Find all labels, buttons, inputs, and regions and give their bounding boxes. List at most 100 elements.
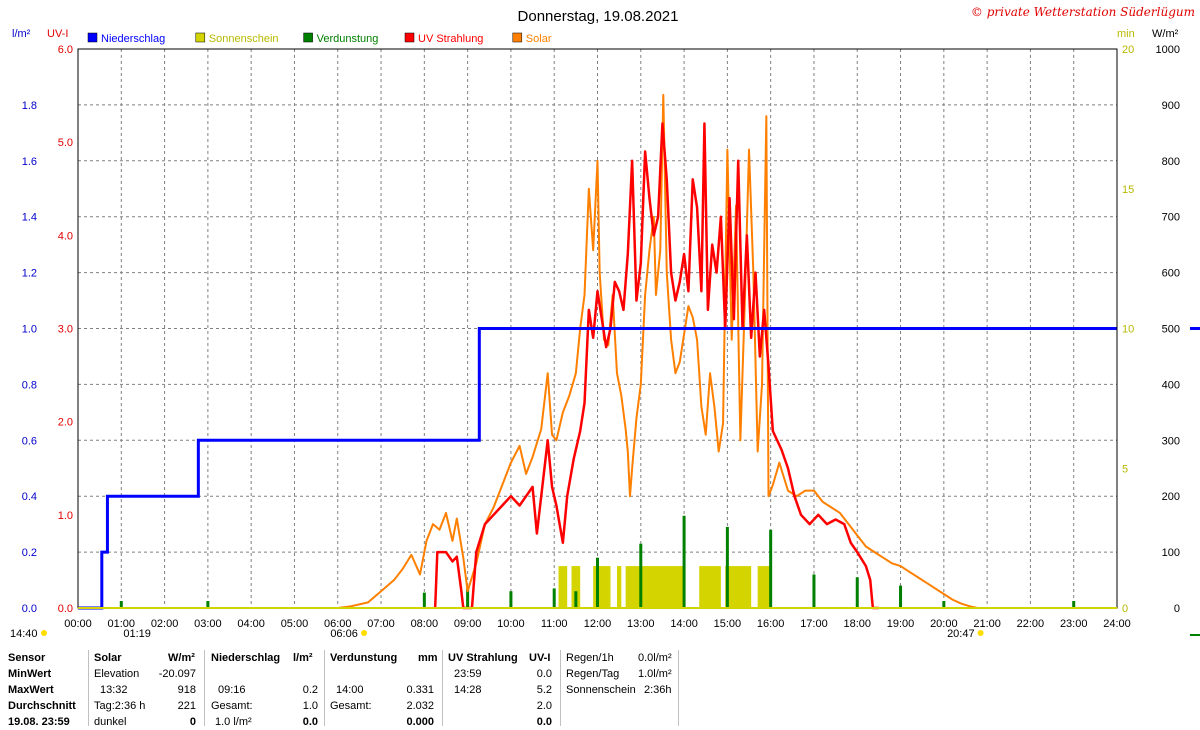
rain-day-label: Regen/Tag xyxy=(566,668,620,680)
row-label-now: 19.08. 23:59 xyxy=(8,716,70,728)
solar-tick-label: 1000 xyxy=(1156,44,1180,56)
evap-header: Verdunstung xyxy=(330,652,398,664)
legend-entry: Verdunstung xyxy=(317,33,379,45)
rain-day-value: 1.0l/m² xyxy=(638,668,672,680)
evaporation-bar xyxy=(942,601,946,608)
solar-unit: W/m² xyxy=(168,652,195,664)
x-tick-label: 01:00 xyxy=(108,618,136,630)
sunshine-bar xyxy=(616,566,622,608)
solar-avg-label: Tag:2:36 h xyxy=(94,700,146,712)
x-tick-label: 07:00 xyxy=(367,618,395,630)
solar-tick-label: 600 xyxy=(1162,268,1180,280)
evap-now-value: 0.000 xyxy=(406,716,434,728)
evaporation-bar xyxy=(206,601,210,608)
sun-marker-icon xyxy=(41,630,47,636)
solar-now-label: dunkel xyxy=(94,716,127,728)
x-tick-label: 11:00 xyxy=(541,618,568,630)
uv-max-value: 5.2 xyxy=(536,684,552,696)
solar-tick-label: 400 xyxy=(1162,379,1180,391)
time-marker-label: 06:06 xyxy=(330,628,358,640)
evaporation-bar xyxy=(812,574,816,608)
evaporation-bar xyxy=(422,592,426,608)
uv-axis-label: UV-I xyxy=(47,28,68,40)
precip-tick-label: 1.2 xyxy=(22,268,37,280)
precip-tick-label: 0.2 xyxy=(22,547,37,559)
uv-tick-label: 5.0 xyxy=(58,137,73,149)
sunshine-bar xyxy=(699,566,721,608)
precip-tick-label: 1.6 xyxy=(22,156,37,168)
line-layer xyxy=(78,93,1117,610)
x-tick-label: 03:00 xyxy=(194,618,222,630)
precip-avg-label: Gesamt: xyxy=(211,700,253,712)
rain-1h-value: 0.0l/m² xyxy=(638,652,672,664)
sunshine-bar xyxy=(558,566,568,608)
uv-min-time: 23:59 xyxy=(454,668,482,680)
precip-tick-label: 1.4 xyxy=(22,212,37,224)
precip-tick-label: 0.0 xyxy=(22,603,37,615)
x-tick-label: 09:00 xyxy=(454,618,482,630)
sunshine-bar xyxy=(725,566,752,608)
time-marker-label: 20:47 xyxy=(947,628,975,640)
evaporation-bar xyxy=(1072,601,1076,608)
sunshine-tick-label: 5 xyxy=(1122,463,1128,475)
time-marker-label: 14:40 xyxy=(10,628,38,640)
x-tick-label: 14:00 xyxy=(670,618,698,630)
x-tick-label: 19:00 xyxy=(887,618,915,630)
solar-min-label: Elevation xyxy=(94,668,140,680)
row-label-avg: Durchschnitt xyxy=(8,700,76,712)
precip-tick-label: 0.6 xyxy=(22,435,37,447)
axes-layer: 00:00 01:00 02:00 03:00 04:00 05:00 06:00 07:00… xyxy=(10,28,1200,640)
x-tick-label: 06:00 xyxy=(324,618,352,630)
uv-tick-label: 4.0 xyxy=(58,230,73,242)
precip-unit: l/m² xyxy=(293,652,313,664)
x-tick-label: 16:00 xyxy=(757,618,785,630)
solar-now-value: 0 xyxy=(189,716,196,728)
x-tick-label: 13:00 xyxy=(627,618,655,630)
x-tick-label: 08:00 xyxy=(411,618,439,630)
copyright-text: © private Wetterstation Süderlügum xyxy=(971,5,1195,19)
solar-tick-label: 0 xyxy=(1174,603,1180,615)
evaporation-bar xyxy=(899,585,903,608)
uv-tick-label: 3.0 xyxy=(58,324,73,336)
evap-unit: mm xyxy=(418,652,438,664)
uv-header: UV Strahlung xyxy=(448,652,518,664)
x-tick-label: 10:00 xyxy=(497,618,525,630)
sun-marker-icon xyxy=(361,630,368,636)
legend-swatch xyxy=(87,32,98,43)
row-label-sensor: Sensor xyxy=(8,652,46,664)
x-tick-label: 15:00 xyxy=(714,618,742,630)
uv-min-value: 0.0 xyxy=(536,668,552,680)
evaporation-bar xyxy=(596,557,599,608)
legend-entry: Niederschlag xyxy=(101,33,165,45)
sunshine-bar xyxy=(571,566,581,608)
x-tick-label: 05:00 xyxy=(281,618,309,630)
sunshine-bar xyxy=(593,566,611,608)
uv-tick-label: 0.0 xyxy=(58,603,73,615)
x-tick-label: 18:00 xyxy=(843,618,871,630)
precip-header: Niederschlag xyxy=(211,652,281,664)
time-marker-label: 01:19 xyxy=(123,628,151,640)
solar-avg-value: 221 xyxy=(177,700,196,712)
precip-tick-label: 1.8 xyxy=(22,100,37,112)
uv-max-time: 14:28 xyxy=(454,684,482,696)
precip-max-time: 09:16 xyxy=(218,684,246,696)
sunshine-value: 2:36h xyxy=(644,684,672,696)
legend-swatch xyxy=(303,32,313,43)
precip-axis-label: l/m² xyxy=(12,28,31,40)
sun-marker-icon xyxy=(977,630,984,636)
solar-max-value: 918 xyxy=(177,684,196,696)
precip-now-value: 0.0 xyxy=(302,716,318,728)
x-tick-label: 02:00 xyxy=(151,618,179,630)
uv-tick-label: 1.0 xyxy=(58,510,73,522)
x-tick-label: 22:00 xyxy=(1017,618,1045,630)
evap-avg-value: 2.032 xyxy=(406,700,434,712)
precip-now-label: 1.0 l/m² xyxy=(215,716,252,728)
statistics-table: Sensor MinWert MaxWert Durchschnitt 19.0… xyxy=(0,646,1200,728)
solar-axis-label: W/m² xyxy=(1152,28,1179,40)
x-tick-label: 23:00 xyxy=(1060,618,1088,630)
solar-tick-label: 200 xyxy=(1162,491,1180,503)
sunshine-tick-label: 20 xyxy=(1122,44,1134,56)
precip-avg-value: 1.0 xyxy=(302,700,318,712)
sunshine-tick-label: 10 xyxy=(1122,324,1134,336)
evaporation-bar xyxy=(574,591,578,608)
